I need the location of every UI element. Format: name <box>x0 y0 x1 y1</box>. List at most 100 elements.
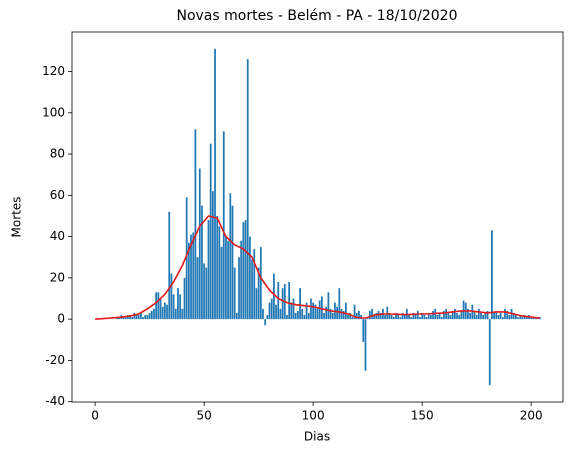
bar <box>185 197 188 320</box>
y-tick-label: 40 <box>50 229 65 243</box>
bar <box>469 312 471 320</box>
bar <box>388 312 391 320</box>
bar <box>373 315 376 320</box>
bar <box>358 310 360 320</box>
bar <box>227 240 229 320</box>
bar <box>220 246 223 320</box>
bar <box>336 306 338 320</box>
bar <box>412 312 415 320</box>
bar <box>166 304 168 320</box>
bar <box>342 310 345 320</box>
bar <box>133 312 136 320</box>
bar <box>229 193 232 320</box>
bar <box>443 310 445 320</box>
bar <box>238 257 240 320</box>
bar <box>438 312 441 320</box>
x-tick-label: 50 <box>196 409 211 423</box>
bar <box>440 317 443 320</box>
bar <box>462 300 465 320</box>
bar <box>493 312 495 320</box>
bar <box>499 312 502 320</box>
bar <box>427 312 430 320</box>
bar <box>390 315 393 320</box>
bar <box>467 308 469 320</box>
bar <box>262 308 264 320</box>
bar <box>325 306 328 320</box>
bar <box>331 312 334 320</box>
bar <box>264 319 267 326</box>
bar <box>384 315 386 320</box>
bar <box>281 288 284 320</box>
bar <box>174 308 177 320</box>
bar <box>144 315 147 320</box>
bar <box>508 315 511 320</box>
bar <box>124 317 127 320</box>
bar <box>484 312 487 320</box>
bar <box>530 317 533 320</box>
bar <box>179 294 182 320</box>
bar <box>242 222 245 320</box>
bar <box>432 310 434 320</box>
x-tick-label: 200 <box>520 409 543 423</box>
bar <box>310 298 312 320</box>
bar <box>495 310 498 320</box>
bar <box>375 312 378 320</box>
bar <box>153 308 155 320</box>
bar <box>159 298 162 320</box>
bar <box>445 308 448 320</box>
bar <box>190 234 192 320</box>
bar <box>379 312 382 320</box>
bar <box>275 304 277 320</box>
bar <box>497 315 500 320</box>
x-tick-label: 150 <box>411 409 434 423</box>
x-tick-label: 100 <box>302 409 325 423</box>
bar <box>504 308 506 320</box>
bar <box>408 315 410 320</box>
bar <box>414 315 417 320</box>
bar <box>477 308 480 320</box>
bar <box>288 282 291 320</box>
bar <box>222 131 225 320</box>
bar <box>235 312 238 320</box>
bar <box>150 310 153 320</box>
bar <box>297 310 299 320</box>
bar <box>303 315 306 320</box>
bar <box>425 317 428 320</box>
bar <box>501 317 504 320</box>
bar <box>211 191 214 320</box>
bar <box>172 294 175 320</box>
plot-frame <box>71 31 564 403</box>
bar <box>386 306 389 320</box>
bar <box>362 319 365 342</box>
chart-title: Novas mortes - Belém - PA - 18/10/2020 <box>176 8 457 24</box>
bar <box>488 319 491 386</box>
bar <box>122 317 125 320</box>
bar <box>273 273 275 320</box>
bar <box>194 129 197 320</box>
bar <box>164 302 166 320</box>
bar <box>525 317 528 320</box>
bar <box>292 298 295 320</box>
bar <box>480 312 482 320</box>
bar <box>395 312 397 320</box>
bar <box>521 317 524 320</box>
bar <box>401 312 404 320</box>
bar <box>198 168 201 320</box>
bar <box>416 310 419 320</box>
bar <box>329 308 332 320</box>
bar <box>218 226 221 320</box>
bar <box>286 315 288 320</box>
line <box>95 215 540 320</box>
bar <box>421 312 424 320</box>
y-tick-label: 100 <box>42 105 65 119</box>
bar <box>146 315 149 320</box>
bar <box>305 302 308 320</box>
bar <box>314 304 317 320</box>
y-tick-label: -20 <box>45 353 65 367</box>
y-tick-label: 20 <box>50 270 65 284</box>
bar <box>181 308 184 320</box>
bar <box>458 315 461 320</box>
bar <box>486 310 489 320</box>
bar <box>196 257 199 320</box>
bar <box>268 302 271 320</box>
